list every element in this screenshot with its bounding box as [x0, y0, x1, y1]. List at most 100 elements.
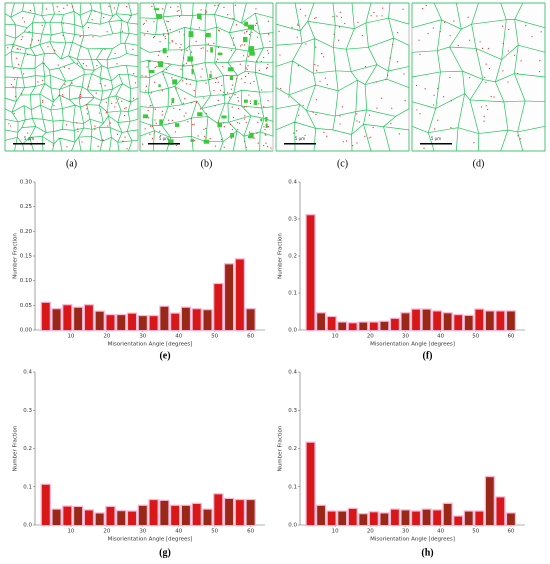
subgrain-dot: [186, 49, 188, 52]
subgrain-dot: [158, 51, 160, 53]
subgrain-dot: [202, 47, 204, 49]
subgrain-dot: [315, 70, 318, 72]
subgrain-dot: [256, 132, 258, 134]
subgrain-dot: [364, 65, 367, 68]
y-tick-label: 0.3: [23, 408, 32, 414]
scale-bar-label: 5 µm: [24, 136, 34, 141]
subgrain-dot: [82, 62, 84, 65]
subgrain-dot: [180, 49, 182, 51]
subgrain-dot: [200, 18, 202, 21]
subgrain-dot: [223, 6, 225, 8]
subgrain-dot: [191, 102, 193, 104]
bar: [421, 508, 432, 527]
green-patch: [191, 68, 194, 75]
bar: [442, 312, 453, 332]
subgrain-dot: [397, 61, 399, 63]
bar: [105, 313, 116, 332]
subgrain-dot: [148, 60, 150, 63]
subgrain-dot: [314, 64, 316, 66]
subgrain-dot: [230, 88, 232, 90]
subgrain-dot: [37, 39, 40, 41]
subgrain-dot: [124, 136, 126, 138]
subgrain-dot: [291, 26, 293, 28]
subgrain-dot: [231, 106, 233, 108]
subgrain-dot: [71, 6, 74, 8]
subgrain-dot: [427, 32, 429, 35]
subgrain-dot: [121, 30, 123, 32]
subgrain-dot: [376, 15, 378, 17]
subgrain-dot: [41, 101, 44, 103]
subgrain-dot: [103, 17, 105, 19]
subgrain-dot: [166, 56, 169, 58]
bar: [389, 317, 401, 332]
subgrain-dot: [323, 131, 325, 134]
subgrain-dot: [76, 122, 78, 124]
subgrain-dot: [171, 39, 173, 42]
subgrain-dot: [382, 7, 384, 9]
subgrain-dot: [97, 145, 99, 147]
subgrain-dot: [256, 36, 259, 38]
subgrain-dot: [315, 16, 317, 19]
subgrain-dot: [229, 123, 231, 125]
subgrain-dot: [266, 66, 268, 69]
subgrain-dot: [27, 132, 29, 134]
subgrain-dot: [370, 15, 372, 17]
subgrain-dot: [182, 102, 185, 104]
subgrain-dot: [116, 133, 119, 135]
bar: [202, 309, 213, 332]
bar: [505, 310, 517, 332]
scale-bar-label: 5 µm: [159, 136, 169, 141]
green-patch: [229, 75, 234, 81]
grain-boundaries: [4, 2, 139, 152]
subgrain-dot: [152, 36, 155, 39]
bar: [484, 310, 495, 332]
subgrain-dot: [86, 113, 89, 115]
bar: [442, 502, 453, 527]
subgrain-dot: [58, 94, 60, 97]
subgrain-dot: [381, 15, 383, 17]
subgrain-dot: [79, 35, 81, 38]
green-patch: [203, 139, 210, 144]
subgrain-dot: [356, 142, 358, 144]
subgrain-dot: [96, 65, 98, 67]
subgrain-dot: [10, 83, 12, 86]
subgrain-dot: [115, 102, 117, 104]
y-tick-label: 0.2: [288, 446, 297, 452]
subgrain-dot: [222, 65, 224, 68]
x-tick-label: 30: [402, 334, 409, 340]
subgrain-dot: [126, 6, 128, 8]
grain-boundaries: [411, 2, 546, 152]
green-patch: [188, 31, 194, 38]
subgrain-dot: [183, 64, 185, 66]
subgrain-dot: [17, 63, 20, 65]
subgrain-dot: [52, 144, 54, 146]
subgrain-dot: [249, 82, 251, 84]
subgrain-dot: [215, 60, 217, 63]
subgrain-dot: [213, 42, 215, 44]
subgrain-dot: [215, 77, 218, 80]
subgrain-dot: [162, 73, 164, 75]
scale-bar-label: 5 µm: [295, 136, 305, 141]
subgrain-dot: [71, 82, 73, 84]
y-tick-label: 0.4: [288, 180, 297, 186]
subgrain-dot: [184, 98, 186, 100]
subgrain-dot: [513, 54, 516, 56]
subgrain-dot: [29, 44, 31, 46]
subgrain-dot: [198, 27, 200, 29]
bar: [410, 510, 422, 527]
bar: [223, 263, 235, 332]
subgrain-dot: [296, 36, 298, 38]
subgrain-dot: [62, 95, 64, 98]
subgrain-dot: [53, 105, 55, 107]
y-axis-label: Number Fraction: [13, 425, 19, 471]
subgrain-dot: [26, 53, 29, 56]
subgrain-dot: [58, 10, 60, 13]
subgrain-dot: [164, 37, 167, 40]
panel-label: (b): [201, 158, 213, 169]
x-tick-label: 40: [437, 334, 444, 340]
subgrain-dot: [66, 124, 68, 126]
subgrain-dot: [87, 86, 89, 88]
subgrain-dot: [129, 100, 131, 102]
subgrain-dot: [234, 94, 236, 96]
bar: [410, 308, 422, 332]
